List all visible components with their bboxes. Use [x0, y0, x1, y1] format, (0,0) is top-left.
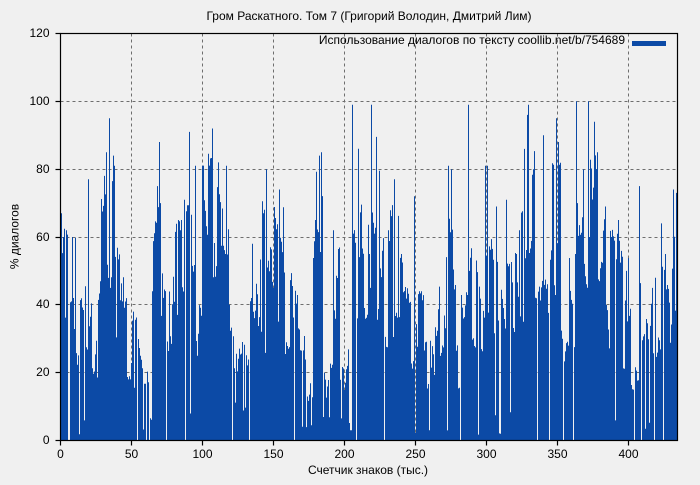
- svg-text:80: 80: [36, 162, 50, 176]
- svg-text:150: 150: [263, 447, 283, 461]
- svg-text:250: 250: [405, 447, 425, 461]
- svg-text:100: 100: [29, 94, 49, 108]
- svg-text:350: 350: [547, 447, 567, 461]
- svg-text:300: 300: [476, 447, 496, 461]
- svg-text:0: 0: [57, 447, 64, 461]
- svg-text:60: 60: [36, 230, 50, 244]
- svg-text:% диалогов: % диалогов: [8, 204, 22, 269]
- svg-text:400: 400: [618, 447, 638, 461]
- svg-text:100: 100: [192, 447, 212, 461]
- svg-text:Использование диалогов по текс: Использование диалогов по тексту coollib…: [319, 33, 625, 47]
- svg-text:0: 0: [43, 433, 50, 447]
- svg-text:40: 40: [36, 297, 50, 311]
- svg-text:Гром Раскатного. Том 7 (Григор: Гром Раскатного. Том 7 (Григорий Володин…: [206, 9, 531, 23]
- svg-text:50: 50: [125, 447, 139, 461]
- svg-text:200: 200: [334, 447, 354, 461]
- svg-text:20: 20: [36, 365, 50, 379]
- svg-text:Счетчик знаков (тыс.): Счетчик знаков (тыс.): [308, 463, 428, 477]
- svg-text:120: 120: [29, 26, 49, 40]
